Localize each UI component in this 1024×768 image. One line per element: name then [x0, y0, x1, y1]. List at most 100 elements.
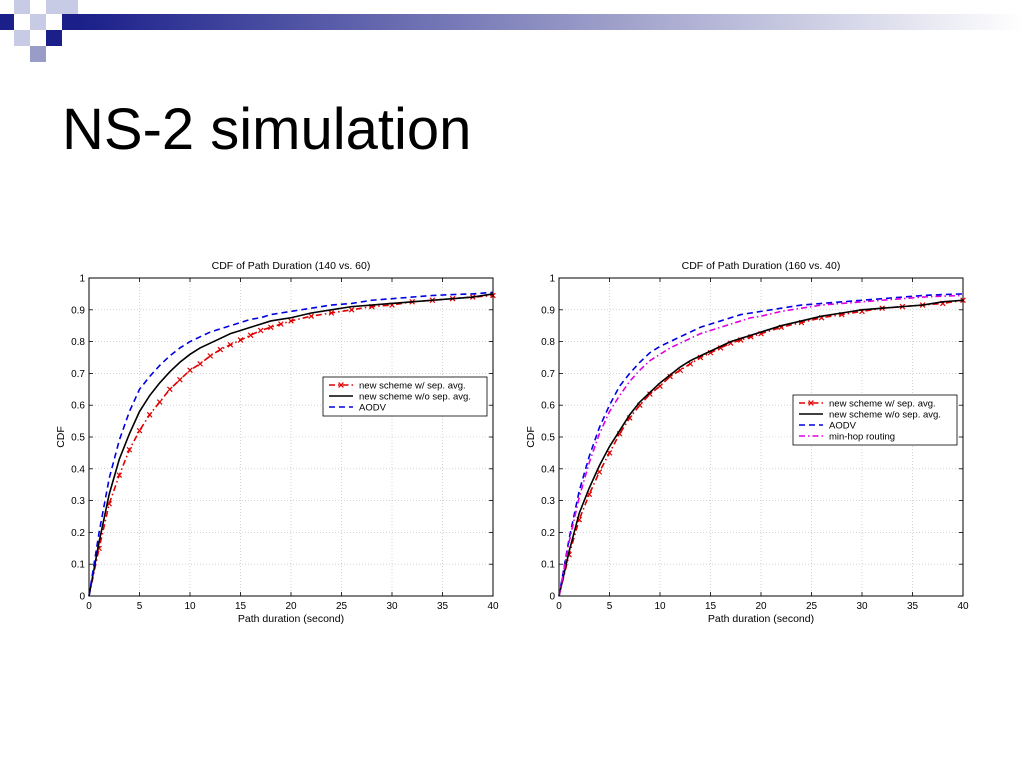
chart-title: CDF of Path Duration (160 vs. 40) [682, 260, 841, 272]
series-point-0 [126, 446, 133, 453]
x-tick-label: 30 [386, 601, 398, 612]
y-axis-label: CDF [525, 426, 537, 448]
y-tick-label: 0.9 [71, 305, 85, 316]
legend-marker [808, 400, 814, 406]
legend-label-2: AODV [359, 403, 387, 414]
y-tick-label: 0.5 [541, 433, 555, 444]
x-tick-label: 25 [806, 601, 818, 612]
header-square [46, 30, 62, 46]
legend-label-1: new scheme w/o sep. avg. [829, 410, 941, 421]
slide-title: NS-2 simulation [62, 97, 472, 162]
series-point-0 [227, 341, 234, 348]
series-line-3 [558, 294, 964, 597]
marker-stroke [227, 341, 234, 348]
y-tick-label: 0.5 [71, 433, 85, 444]
marker-stroke [596, 469, 603, 475]
series-point-0 [116, 472, 123, 478]
y-tick-label: 0.8 [71, 337, 85, 348]
y-tick-label: 0.7 [71, 369, 85, 380]
marker-stroke [606, 450, 613, 456]
series-point-0 [308, 313, 315, 319]
series-point-0 [207, 353, 214, 359]
series-line-2 [558, 293, 964, 597]
legend-label-0: new scheme w/ sep. avg. [359, 381, 466, 392]
series-line-1 [558, 299, 964, 597]
y-tick-label: 0.3 [541, 496, 555, 507]
marker-stroke [647, 391, 653, 397]
marker-stroke [267, 324, 274, 331]
marker-stroke [626, 415, 633, 421]
marker-stroke [687, 361, 694, 367]
series-point-0 [146, 411, 153, 418]
x-tick-label: 30 [856, 601, 868, 612]
x-tick-label: 5 [137, 601, 143, 612]
series-point-0 [247, 332, 254, 339]
y-tick-label: 0.4 [541, 464, 555, 475]
marker-stroke [677, 367, 684, 374]
y-tick-label: 0.1 [71, 560, 85, 571]
marker-stroke [177, 376, 183, 383]
marker-stroke [348, 306, 355, 313]
marker-stroke [116, 472, 123, 478]
y-tick-label: 0.1 [541, 560, 555, 571]
series-point-0 [288, 318, 294, 324]
marker-stroke [657, 383, 663, 389]
x-axis-label: Path duration (second) [238, 613, 344, 625]
axes-frame [88, 277, 494, 597]
series-point-0 [136, 427, 143, 434]
header-square [30, 46, 46, 62]
marker-stroke [146, 411, 153, 418]
series-line-1 [88, 293, 494, 597]
x-tick-label: 40 [957, 601, 969, 612]
marker-stroke [207, 353, 214, 359]
series-point-0 [348, 306, 355, 313]
marker-stroke [667, 373, 673, 380]
series-point-0 [187, 367, 193, 374]
x-tick-label: 20 [755, 601, 767, 612]
y-tick-label: 1 [79, 274, 85, 285]
axes-frame [558, 277, 964, 597]
x-tick-label: 40 [487, 601, 499, 612]
header-square [0, 14, 14, 30]
marker-stroke [187, 367, 193, 374]
marker-stroke [328, 310, 335, 316]
legend-label-2: AODV [829, 421, 857, 432]
x-tick-label: 10 [654, 601, 666, 612]
marker-stroke [237, 337, 244, 343]
marker-stroke [288, 318, 294, 324]
marker-stroke [257, 327, 264, 334]
y-tick-label: 0 [549, 592, 555, 603]
legend-label-1: new scheme w/o sep. avg. [359, 392, 471, 403]
series-point-0 [606, 450, 613, 456]
y-tick-label: 0.2 [71, 528, 85, 539]
x-tick-label: 0 [86, 601, 92, 612]
marker-stroke [217, 346, 224, 353]
legend-label-0: new scheme w/ sep. avg. [829, 399, 936, 410]
marker-stroke [636, 402, 643, 409]
legend: new scheme w/ sep. avg.new scheme w/o se… [792, 394, 958, 446]
x-tick-label: 15 [705, 601, 717, 612]
marker-stroke [586, 491, 593, 498]
x-axis-label: Path duration (second) [708, 613, 814, 625]
y-tick-label: 0.3 [71, 496, 85, 507]
series-point-0 [156, 399, 163, 405]
marker-stroke [126, 446, 133, 453]
x-tick-label: 35 [437, 601, 449, 612]
y-tick-label: 0.9 [541, 305, 555, 316]
header-gradient-bar [78, 14, 1024, 30]
series-point-0 [278, 321, 284, 327]
marker-stroke [166, 386, 173, 393]
series-line-2 [88, 291, 494, 597]
header-square [14, 0, 30, 14]
y-tick-label: 0 [79, 592, 85, 603]
series-point-0 [647, 391, 653, 397]
header-square [46, 0, 62, 14]
legend-marker [338, 382, 344, 388]
series-point-0 [328, 310, 335, 316]
y-tick-label: 0.7 [541, 369, 555, 380]
legend-label-3: min-hop routing [829, 432, 895, 443]
cdf-chart-left: 0 5 10 15 20 25 30 35 40 0 0.1 0.2 0.3 0.4 0.5 0.6 0.7 0.… [55, 260, 499, 625]
marker-stroke [247, 332, 254, 339]
x-tick-label: 35 [907, 601, 919, 612]
marker-stroke [136, 427, 143, 434]
